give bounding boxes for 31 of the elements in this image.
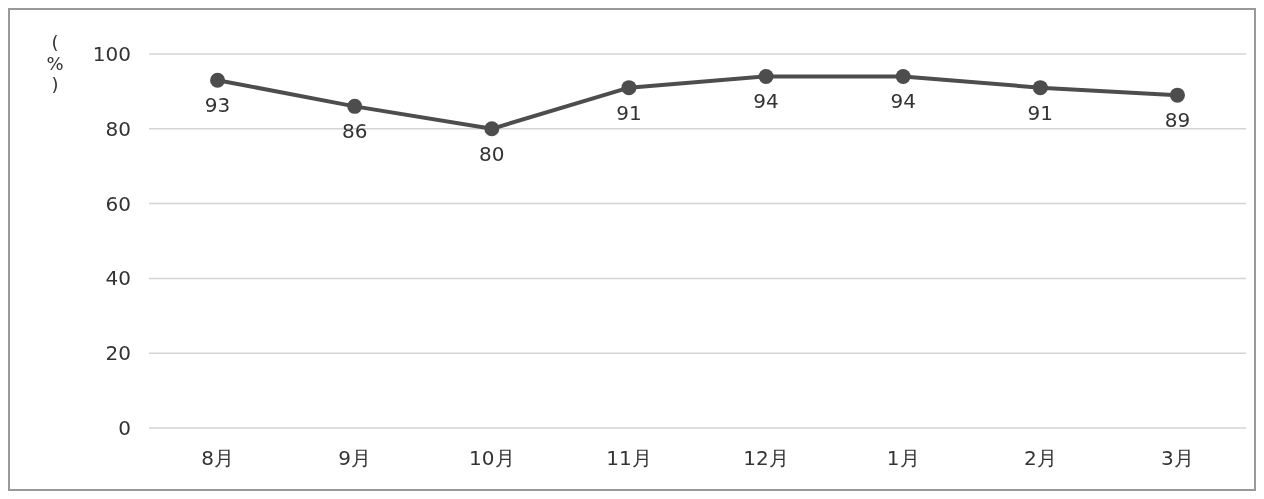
- data-label: 80: [479, 141, 505, 166]
- x-tick-label: 3月: [1161, 446, 1194, 470]
- point: [484, 121, 500, 137]
- y-tick-label: 60: [105, 191, 131, 216]
- x-tick-label: 9月: [338, 446, 372, 470]
- data-label: 94: [753, 89, 779, 114]
- x-tick-label: 2月: [1023, 446, 1057, 470]
- x-tick-label: 11月: [606, 446, 652, 470]
- x-tick-label: 8月: [201, 446, 234, 470]
- point: [1032, 80, 1048, 96]
- data-label: 94: [890, 89, 916, 114]
- point: [1169, 87, 1185, 103]
- data-label: 93: [204, 93, 231, 118]
- data-label: 86: [341, 119, 368, 144]
- data-label: 89: [1164, 108, 1191, 133]
- point: [621, 80, 637, 96]
- data-label: 91: [616, 100, 642, 125]
- x-tick-label: 1月: [886, 446, 920, 470]
- x-tick-label: 12月: [743, 446, 789, 470]
- y-axis-title: (%): [44, 32, 66, 95]
- point: [210, 72, 226, 88]
- y-tick-label: 80: [105, 116, 131, 141]
- y-tick-label: 40: [105, 266, 131, 291]
- y-tick-label: 20: [105, 341, 131, 366]
- point: [895, 68, 911, 84]
- data-label: 91: [1027, 100, 1054, 125]
- y-tick-label: 0: [118, 416, 131, 440]
- point: [347, 98, 363, 114]
- x-tick-label: 10月: [469, 446, 515, 470]
- y-tick-label: 100: [92, 42, 131, 66]
- point: [758, 68, 774, 84]
